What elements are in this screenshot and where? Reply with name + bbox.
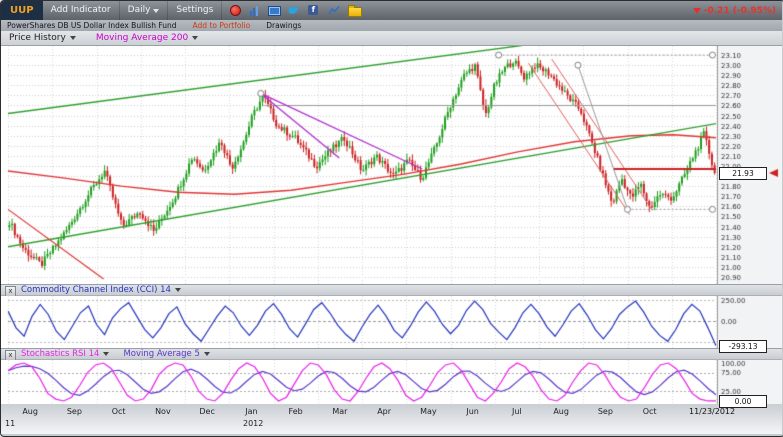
subtoolbar: PowerShares DB US Dollar Index Bullish F… [1,20,782,31]
moving-average-200-label: Moving Average 200 [95,33,189,43]
cci-current-value-label: -293.13 [719,339,767,353]
stoch-panel-header: x Stochastics RSI 14 Moving Average 5 [1,348,782,361]
bar-chart-icon[interactable] [249,5,260,16]
timeframe-value: Daily [127,5,151,15]
twitter-icon[interactable] [288,5,300,16]
month-label: Sep [597,407,613,416]
month-label: Apr [377,407,392,416]
month-label: Jul [512,407,522,416]
timeframe-dropdown[interactable]: Daily [120,1,169,20]
moving-average-5-label[interactable]: Moving Average 5 [123,349,200,359]
toolbar: UUP Add Indicator Daily Settings f -0.21… [1,1,782,20]
add-indicator-button[interactable]: Add Indicator [43,1,120,20]
record-icon[interactable] [230,5,242,16]
last-date-label: 11/23/2012 [689,407,736,416]
moving-average-200-indicator[interactable]: Moving Average 200 [95,33,199,43]
down-arrow-icon [692,7,701,14]
month-label: Mar [332,407,348,416]
cci-chart-canvas[interactable] [1,296,782,348]
price-panel-legend: Price History Moving Average 200 [1,31,782,46]
chevron-down-icon [192,36,199,40]
screen-share-icon[interactable] [268,6,282,16]
month-label: Dec [199,407,215,416]
stoch-chart-canvas[interactable] [1,360,782,404]
price-history-indicator[interactable]: Price History [9,33,76,43]
drawings-menu[interactable]: Drawings [266,21,302,30]
price-change: -0.21 (-0.95%) [692,5,776,16]
price-history-label: Price History [9,33,66,43]
month-label: Aug [22,407,38,416]
year-label: 11 [5,419,16,428]
facebook-icon[interactable]: f [308,5,319,15]
chevron-down-icon [153,8,160,13]
time-axis: 11 2012 11/23/2012 Aug Sep Oct Nov Dec Jan Feb… [1,404,782,434]
month-label: Feb [288,407,303,416]
fund-name-label: PowerShares DB US Dollar Index Bullish F… [7,21,177,30]
month-label: Nov [155,407,171,416]
cci-panel-header: x Commodity Channel Index (CCI) 14 [1,284,782,297]
line-chart-icon[interactable] [328,5,340,16]
cci-indicator-label[interactable]: Commodity Channel Index (CCI) 14 [21,285,171,295]
stoch-indicator-label[interactable]: Stochastics RSI 14 [21,349,100,359]
folder-icon[interactable] [348,5,363,17]
month-label: Oct [642,407,657,416]
add-to-portfolio-link[interactable]: Add to Portfolio [192,21,251,30]
chevron-down-icon [174,288,181,292]
settings-button[interactable]: Settings [168,1,223,20]
toolbar-icons: f [230,4,363,17]
change-text: -0.21 (-0.95%) [703,5,776,16]
month-label: Oct [111,407,126,416]
month-label: Jun [466,407,479,416]
month-label: Aug [553,407,569,416]
month-label: Sep [66,407,82,416]
chevron-down-icon [103,352,110,356]
chevron-down-icon [203,352,210,356]
price-chart-canvas[interactable] [1,46,782,284]
current-price-axis-label: 21.93 [719,167,767,181]
year-label: 2012 [243,419,264,428]
month-label: May [420,407,437,416]
month-label: Jan [245,407,258,416]
symbol-label[interactable]: UUP [1,1,43,20]
chevron-down-icon [69,36,76,40]
stoch-current-value-label: 0.00 [719,394,767,408]
